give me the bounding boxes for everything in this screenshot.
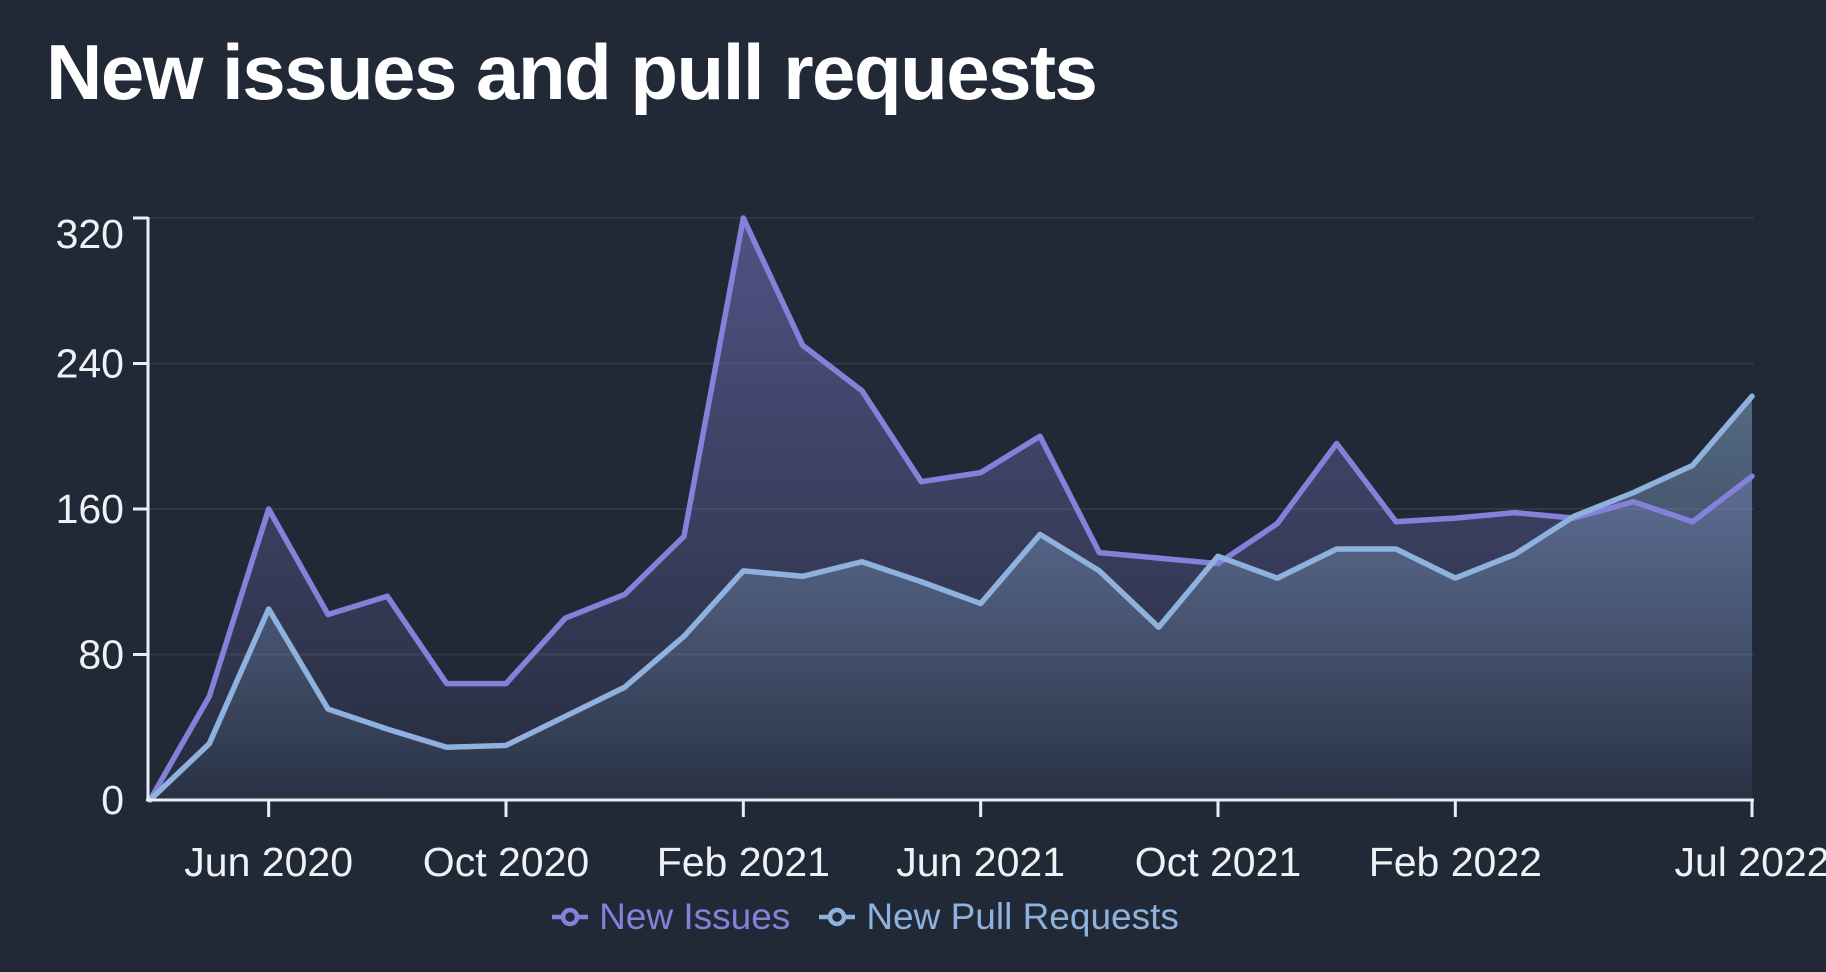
x-tick-label: Feb 2022 [1369, 839, 1542, 885]
legend-item-new-pull-requests[interactable]: New Pull Requests [818, 898, 1179, 935]
x-tick-label: Oct 2020 [423, 839, 589, 885]
y-tick-label: 240 [56, 341, 124, 387]
y-tick-label: 320 [56, 211, 124, 257]
y-tick-label: 160 [56, 486, 124, 532]
series-line-0 [147, 215, 1755, 803]
series-line-1 [147, 393, 1755, 803]
legend-marker-icon [819, 907, 856, 926]
series-area-1 [150, 396, 1752, 800]
y-tick-label: 0 [101, 777, 124, 823]
y-tick-label: 80 [78, 632, 124, 678]
x-tick-label: Jul 2022 [1674, 839, 1826, 885]
axis-labels: 0 80 160 240 320 Jun 2020 Oct 2020 Feb 2021 Jun … [56, 211, 1826, 885]
legend-item-label: New Pull Requests [866, 896, 1179, 937]
x-tick-label: Feb 2021 [657, 839, 830, 885]
legend: New Issues New Pull Requests [0, 898, 1778, 935]
axes [133, 216, 1754, 817]
x-tick-label: Jun 2020 [184, 839, 353, 885]
legend-item-label: New Issues [599, 896, 791, 937]
x-tick-label: Jun 2021 [896, 839, 1065, 885]
page-title: New issues and pull requests [46, 28, 1098, 116]
legend-item-new-issues[interactable]: New Issues [551, 898, 790, 935]
legend-marker-icon [552, 907, 589, 926]
x-tick-label: Oct 2021 [1135, 839, 1301, 885]
